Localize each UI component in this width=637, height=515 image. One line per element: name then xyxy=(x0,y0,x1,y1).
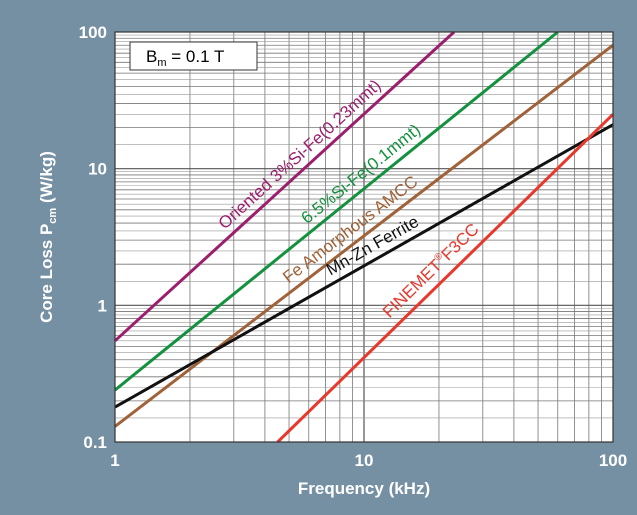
plot-border xyxy=(114,31,614,443)
x-axis-title: Frequency (kHz) xyxy=(298,479,430,498)
series-lines xyxy=(113,30,615,444)
x-tick-label: 1 xyxy=(110,451,119,470)
y-axis-title-unit: (W/kg) xyxy=(37,151,56,208)
series-line-3 xyxy=(114,123,614,409)
bm-annotation: Bm = 0.1 T xyxy=(129,41,258,71)
x-tick-label: 100 xyxy=(599,451,627,470)
y-axis-title: Core Loss Pcm (W/kg) xyxy=(37,151,59,323)
y-axis-title-subscript: cm xyxy=(47,208,59,224)
y-tick-label: 100 xyxy=(79,23,107,42)
y-tick-labels: 0.1 1 10 100 xyxy=(79,23,107,452)
y-tick-label: 10 xyxy=(88,160,107,179)
x-tick-label: 10 xyxy=(355,451,374,470)
series-line-2 xyxy=(114,44,614,428)
y-tick-label: 1 xyxy=(98,296,107,315)
annotation-text: Bm = 0.1 T xyxy=(146,47,224,69)
annotation-box xyxy=(129,41,258,71)
y-axis-title-main: Core Loss P xyxy=(37,224,56,323)
series-line-1 xyxy=(114,30,559,392)
series-line-0 xyxy=(113,30,456,342)
x-tick-labels: 1 10 100 xyxy=(110,451,627,470)
y-tick-label: 0.1 xyxy=(83,433,107,452)
series-line-4 xyxy=(276,113,615,444)
